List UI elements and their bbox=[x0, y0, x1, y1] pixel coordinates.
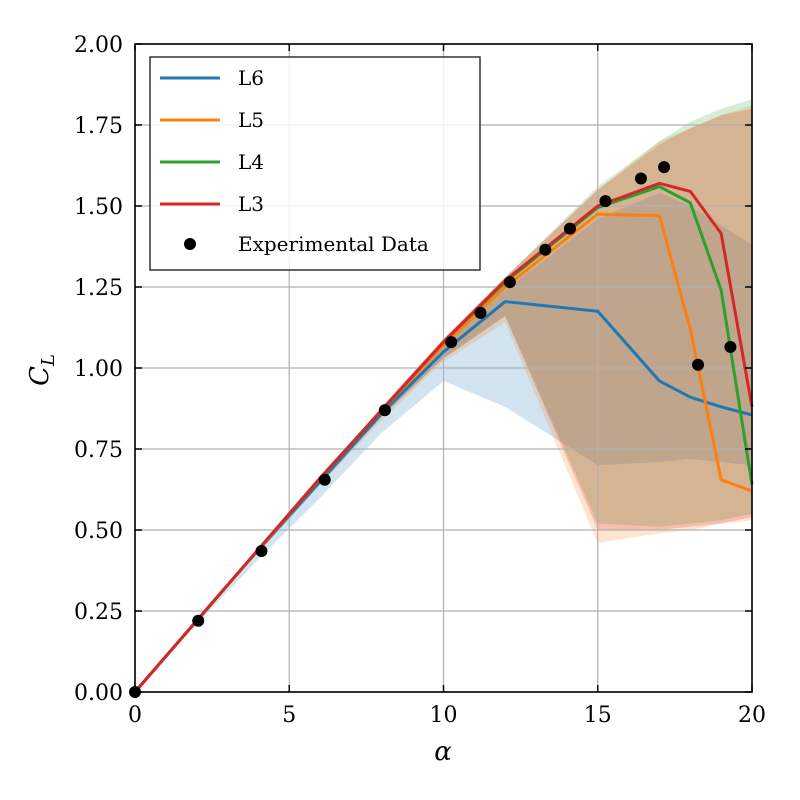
y-tick-label: 1.25 bbox=[74, 276, 123, 301]
y-axis-title-sub: L bbox=[38, 354, 59, 367]
legend-label-l3: L3 bbox=[238, 192, 264, 216]
series-lines bbox=[133, 181, 754, 693]
experimental-point bbox=[692, 358, 705, 371]
experimental-point bbox=[563, 222, 576, 235]
y-axis-title-main: C bbox=[25, 366, 55, 386]
x-tick-label: 5 bbox=[282, 703, 296, 728]
y-tick-label: 1.50 bbox=[74, 195, 123, 220]
experimental-point bbox=[192, 614, 205, 627]
y-tick-label: 1.75 bbox=[74, 114, 123, 139]
plot-frame bbox=[134, 43, 753, 693]
experimental-point bbox=[599, 195, 612, 208]
legend: L6 L5 L4 L3 Experimental Data bbox=[149, 56, 481, 271]
y-tick-label: 0.25 bbox=[74, 600, 123, 625]
legend-label-l6: L6 bbox=[238, 66, 264, 90]
experimental-point bbox=[724, 340, 737, 353]
experimental-point bbox=[634, 172, 647, 185]
experimental-point bbox=[378, 404, 391, 417]
y-tick-label: 0.00 bbox=[74, 681, 123, 706]
x-axis-title: α bbox=[434, 737, 452, 767]
x-tick-label: 0 bbox=[128, 703, 142, 728]
y-tick-label: 1.00 bbox=[74, 357, 123, 382]
experimental-point bbox=[445, 336, 458, 349]
legend-label-experimental: Experimental Data bbox=[238, 232, 429, 256]
legend-marker-experimental bbox=[184, 238, 196, 250]
y-tick-label: 2.00 bbox=[74, 33, 123, 58]
y-tick-label: 0.75 bbox=[74, 438, 123, 463]
legend-label-l5: L5 bbox=[238, 108, 264, 132]
x-tick-label: 10 bbox=[430, 703, 458, 728]
tick-labels: 0 5 10 15 20 0.00 0.25 0.50 0.75 1.00 1.25 1.50 1.75… bbox=[74, 33, 766, 728]
experimental-point bbox=[255, 545, 268, 558]
series-line-l3 bbox=[133, 181, 754, 693]
experimental-point bbox=[474, 306, 487, 319]
x-tick-label: 20 bbox=[738, 703, 766, 728]
y-axis-title: CL bbox=[25, 354, 59, 386]
legend-label-l4: L4 bbox=[238, 150, 264, 174]
experimental-point bbox=[318, 473, 331, 486]
y-tick-label: 0.50 bbox=[74, 519, 123, 544]
experimental-point bbox=[658, 161, 671, 174]
svg-text:CL: CL bbox=[25, 354, 59, 386]
x-tick-label: 15 bbox=[584, 703, 612, 728]
experimental-point bbox=[539, 243, 552, 256]
experimental-points bbox=[129, 161, 737, 698]
experimental-point bbox=[503, 276, 516, 289]
